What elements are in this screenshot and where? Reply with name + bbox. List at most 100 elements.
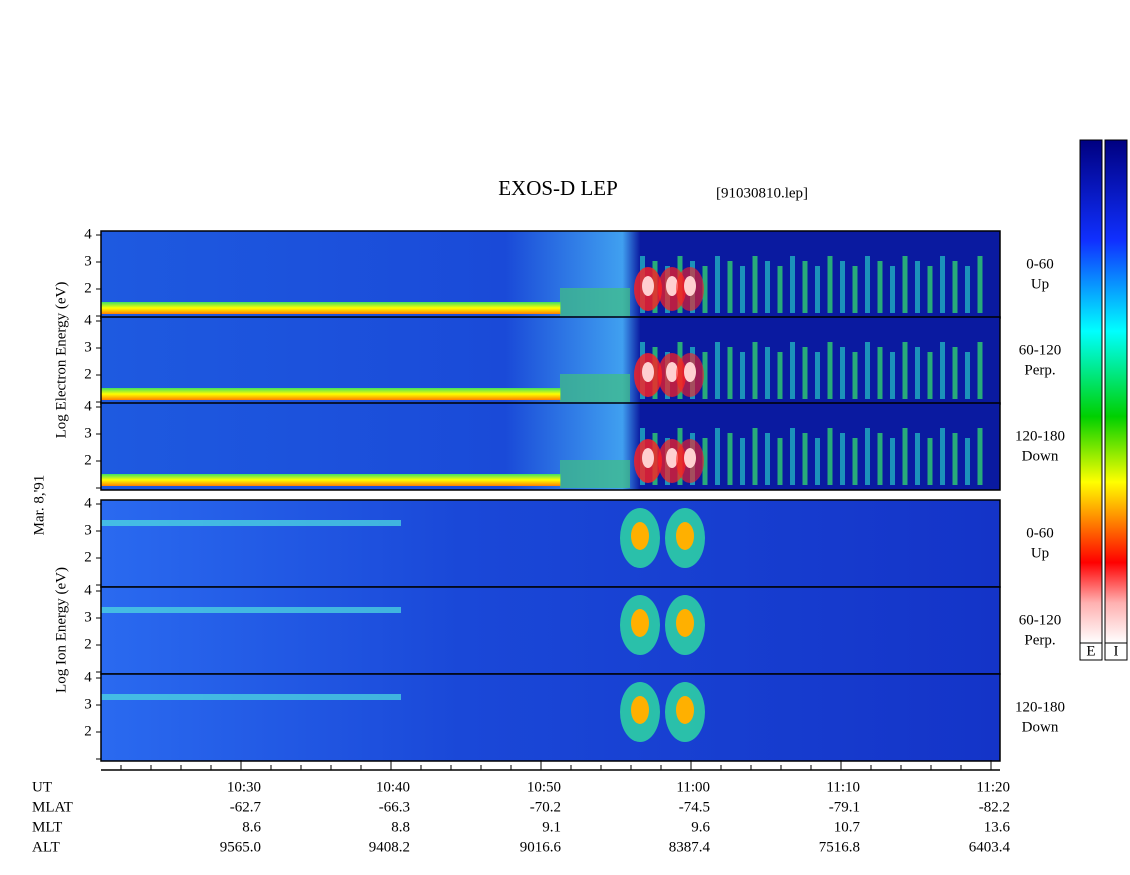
y-tick-label: 3 bbox=[84, 696, 92, 712]
y-tick-label: 2 bbox=[84, 280, 92, 296]
spectrum bbox=[702, 438, 708, 485]
spectrum bbox=[684, 362, 696, 382]
spectrum bbox=[877, 347, 883, 399]
spectrum bbox=[952, 347, 958, 399]
spectrum bbox=[902, 342, 908, 399]
spectrum bbox=[940, 342, 945, 399]
row-name: ALT bbox=[32, 839, 60, 855]
row-name: MLT bbox=[32, 819, 62, 835]
spectrum bbox=[777, 352, 783, 399]
panel-range: 120-180 bbox=[1015, 428, 1065, 444]
y-tick-label: 2 bbox=[84, 452, 92, 468]
colorbar-label: E bbox=[1086, 643, 1095, 659]
spectrum bbox=[940, 256, 945, 313]
y-tick-label: 4 bbox=[84, 582, 92, 598]
row-value: 9408.2 bbox=[369, 839, 410, 855]
row-name: UT bbox=[32, 779, 52, 795]
panel-range: 60-120 bbox=[1019, 612, 1062, 628]
spectrum bbox=[727, 433, 733, 485]
row-value: 13.6 bbox=[984, 819, 1011, 835]
row-value: 10:50 bbox=[527, 779, 561, 795]
spectrum bbox=[702, 352, 708, 399]
spectrum bbox=[915, 347, 920, 399]
spectrum bbox=[827, 342, 833, 399]
spectrum bbox=[715, 342, 720, 399]
spectrum bbox=[666, 362, 678, 382]
row-value: 9565.0 bbox=[220, 839, 261, 855]
panel-range: 60-120 bbox=[1019, 342, 1062, 358]
spectrum bbox=[765, 261, 770, 313]
spectrum bbox=[815, 266, 820, 313]
spectrum bbox=[715, 428, 720, 485]
y-tick-label: 2 bbox=[84, 723, 92, 739]
spectrum bbox=[927, 266, 933, 313]
spectrum bbox=[702, 266, 708, 313]
panel-frame bbox=[100, 402, 1001, 491]
panel-direction: Perp. bbox=[1024, 362, 1055, 378]
spectrum bbox=[740, 438, 745, 485]
spectrum bbox=[752, 428, 758, 485]
y-tick-label: 4 bbox=[84, 495, 92, 511]
spectrum bbox=[676, 696, 694, 724]
y-tick-label: 4 bbox=[84, 226, 92, 242]
y-tick-label: 3 bbox=[84, 609, 92, 625]
colorbar-box bbox=[1104, 642, 1128, 661]
panel-direction: Perp. bbox=[1024, 632, 1055, 648]
row-value: 8.8 bbox=[391, 819, 410, 835]
row-value: 10:30 bbox=[227, 779, 261, 795]
spectrum bbox=[715, 256, 720, 313]
y-tick-label: 4 bbox=[84, 312, 92, 328]
spectrum bbox=[865, 256, 870, 313]
spectrum bbox=[666, 448, 678, 468]
spectrum bbox=[740, 266, 745, 313]
spectrum bbox=[676, 522, 694, 550]
y-tick-label: 3 bbox=[84, 339, 92, 355]
row-value: 11:10 bbox=[826, 779, 860, 795]
spectrum bbox=[101, 520, 401, 526]
spectrum bbox=[877, 433, 883, 485]
row-value: 8.6 bbox=[242, 819, 261, 835]
y-tick-label: 3 bbox=[84, 253, 92, 269]
spectrum bbox=[865, 428, 870, 485]
spectrum bbox=[952, 433, 958, 485]
y-tick-label: 3 bbox=[84, 425, 92, 441]
row-value: 9.6 bbox=[691, 819, 710, 835]
spectrum bbox=[965, 266, 970, 313]
spectrum bbox=[642, 276, 654, 296]
spectrum bbox=[802, 433, 808, 485]
spectrum bbox=[802, 347, 808, 399]
spectrum bbox=[631, 522, 649, 550]
spectrum bbox=[890, 438, 895, 485]
spectrum bbox=[927, 438, 933, 485]
electron-axis-label: Log Electron Energy (eV) bbox=[53, 282, 69, 439]
spectrum bbox=[852, 266, 858, 313]
spectrum bbox=[965, 438, 970, 485]
spectrum bbox=[802, 261, 808, 313]
file-name: [91030810.lep] bbox=[716, 185, 808, 201]
spectrum bbox=[902, 428, 908, 485]
spectrum bbox=[631, 609, 649, 637]
spectrum bbox=[101, 587, 1000, 674]
panel-range: 0-60 bbox=[1026, 256, 1054, 272]
spectrum bbox=[840, 261, 845, 313]
spectrum bbox=[940, 428, 945, 485]
spectrum bbox=[840, 433, 845, 485]
spectrum bbox=[840, 347, 845, 399]
colorbar-i bbox=[1104, 139, 1128, 644]
spectrum bbox=[752, 342, 758, 399]
y-tick-label: 4 bbox=[84, 669, 92, 685]
row-value: -66.3 bbox=[379, 799, 410, 815]
spectrum bbox=[727, 261, 733, 313]
spectrum bbox=[101, 607, 401, 613]
spectrum bbox=[965, 352, 970, 399]
spectrum bbox=[877, 261, 883, 313]
spectrum bbox=[101, 674, 1000, 761]
spectrum bbox=[777, 438, 783, 485]
spectrum bbox=[815, 438, 820, 485]
row-value: 11:00 bbox=[676, 779, 710, 795]
date-label: Mar. 8,'91 bbox=[31, 475, 47, 536]
spectrum bbox=[777, 266, 783, 313]
spectrum bbox=[890, 352, 895, 399]
y-tick-label: 2 bbox=[84, 549, 92, 565]
